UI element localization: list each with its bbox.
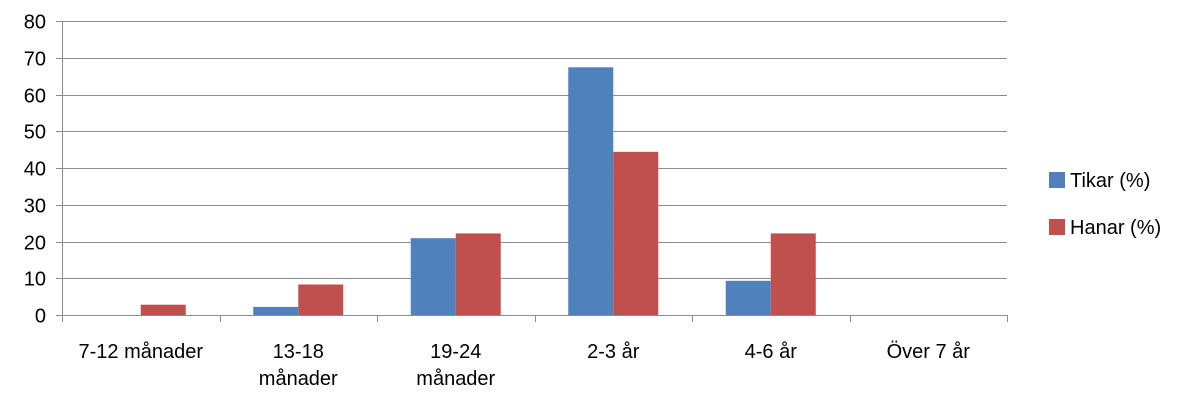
bar-hanar--4 [770, 233, 816, 315]
x-category-label: 13-18 månader [259, 341, 338, 390]
bar-tikar--3 [568, 67, 614, 316]
y-tick-labels: 0 10 20 30 40 50 60 70 80 [24, 12, 46, 328]
y-tick-label: 40 [24, 159, 46, 181]
y-tick-label: 70 [24, 49, 46, 71]
y-tick-label: 0 [35, 306, 46, 328]
bar-tikar--2 [410, 238, 456, 315]
x-category-label: 4-6 år [745, 341, 798, 363]
bar-hanar--3 [613, 151, 659, 315]
bar-hanar--1 [298, 284, 344, 315]
legend-swatch [1049, 219, 1065, 235]
x-category-label: 7-12 månader [78, 341, 203, 363]
bar-tikar--4 [725, 280, 771, 315]
y-tick-label: 10 [24, 269, 46, 291]
x-category-label: 19-24 månader [416, 341, 495, 390]
bar-hanar--0 [140, 304, 186, 315]
x-category-labels: 7-12 månader 13-18 månader 19-24 månader 2-3 … [78, 341, 970, 390]
x-category-label: 2-3 år [587, 341, 640, 363]
y-tick-label: 60 [24, 86, 46, 108]
legend: Tikar (%) Hanar (%) [1049, 170, 1161, 239]
legend-swatch [1049, 172, 1065, 188]
y-tick-label: 50 [24, 122, 46, 144]
bar-hanar--2 [455, 233, 501, 315]
y-tick-label: 80 [24, 12, 46, 34]
gridlines [62, 21, 1007, 279]
bar-tikar--1 [253, 306, 299, 315]
legend-label: Tikar (%) [1070, 170, 1150, 192]
y-tick-label: 20 [24, 233, 46, 255]
legend-label: Hanar (%) [1070, 217, 1161, 239]
x-category-label: Över 7 år [887, 341, 971, 363]
bars [140, 67, 816, 316]
axes [56, 21, 1008, 322]
y-tick-label: 30 [24, 196, 46, 218]
